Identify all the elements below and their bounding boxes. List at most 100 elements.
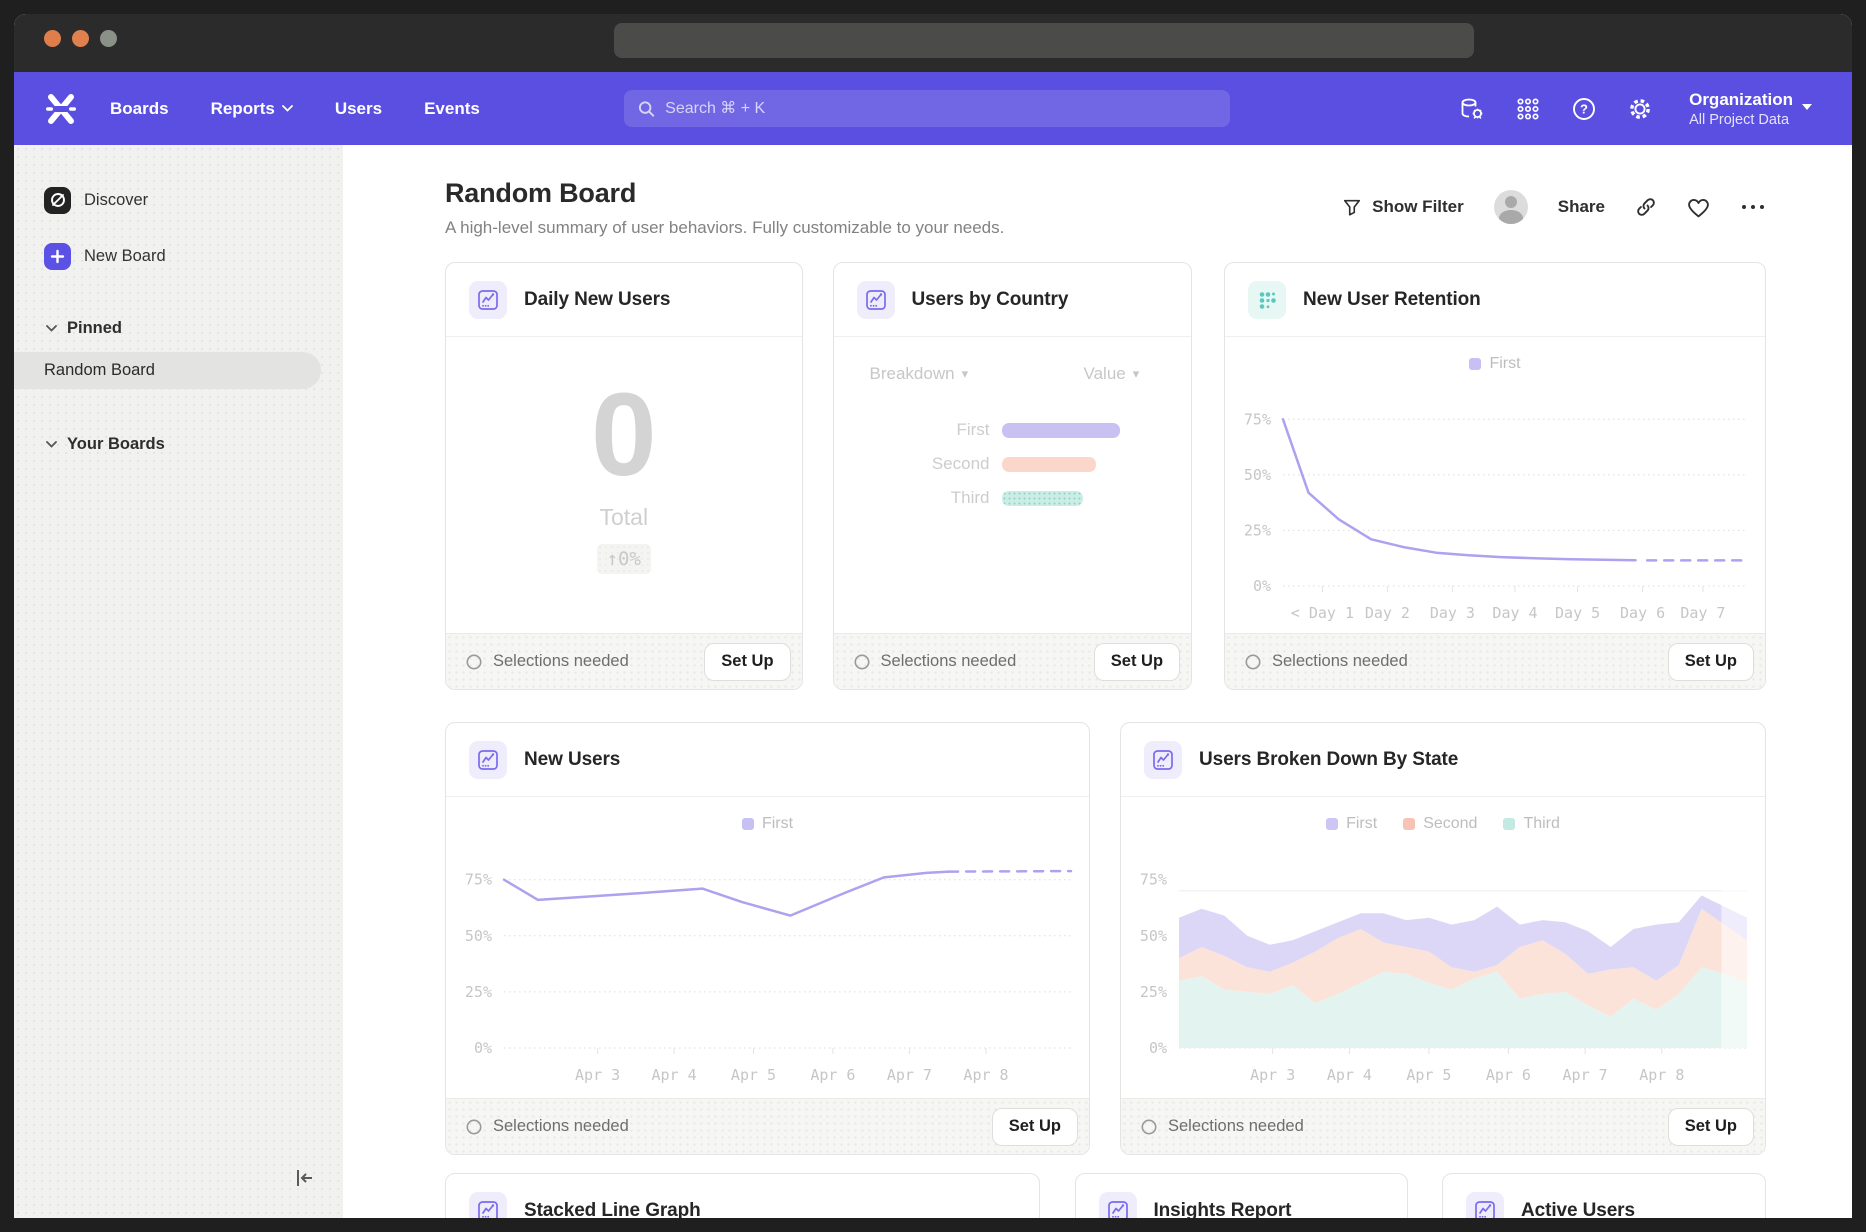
- nav-item-users[interactable]: Users: [335, 99, 382, 119]
- navbar-right: ? Organization All Project Data: [1459, 90, 1812, 128]
- insights-chart-icon: [469, 741, 507, 779]
- share-button[interactable]: Share: [1558, 197, 1605, 217]
- os-titlebar: [14, 14, 1852, 72]
- set-up-button[interactable]: Set Up: [1094, 643, 1180, 681]
- card-title: Stacked Line Graph: [524, 1200, 701, 1218]
- minimize-window-button[interactable]: [72, 30, 89, 47]
- nav-item-events[interactable]: Events: [424, 99, 480, 119]
- value-bar: [1002, 457, 1096, 472]
- data-management-icon[interactable]: [1459, 96, 1485, 122]
- svg-text:Apr 4: Apr 4: [652, 1066, 697, 1084]
- card-stacked-line-graph: Stacked Line Graph: [445, 1173, 1040, 1218]
- sidebar-section-your-boards[interactable]: Your Boards: [14, 435, 343, 454]
- card-users-by-state: Users Broken Down By State First Second: [1120, 722, 1766, 1155]
- avatar[interactable]: [1494, 190, 1528, 224]
- chart-legend: First Second Third: [1121, 812, 1765, 836]
- more-options-button[interactable]: [1740, 203, 1766, 211]
- legend-label: First: [1489, 355, 1520, 373]
- svg-text:?: ?: [1580, 101, 1588, 116]
- svg-text:< Day 1: < Day 1: [1291, 604, 1354, 622]
- breakdown-column-select[interactable]: Breakdown ▾: [870, 364, 969, 384]
- metric-delta-badge: ↑0%: [597, 544, 651, 574]
- svg-text:Day 7: Day 7: [1680, 604, 1725, 622]
- legend-item: Third: [1503, 815, 1559, 833]
- status-circle-icon: [854, 654, 870, 670]
- close-window-button[interactable]: [44, 30, 61, 47]
- legend-item: First: [742, 815, 793, 833]
- card-title: Users Broken Down By State: [1199, 749, 1458, 771]
- svg-text:Apr 7: Apr 7: [887, 1066, 932, 1084]
- chevron-down-icon: [282, 105, 293, 112]
- card-new-users: New Users First 75%50%25%0%Apr 3Apr 4Apr…: [445, 722, 1090, 1155]
- set-up-button[interactable]: Set Up: [992, 1108, 1078, 1146]
- share-label: Share: [1558, 197, 1605, 217]
- traffic-lights: [44, 30, 117, 47]
- new-users-line-chart: 75%50%25%0%Apr 3Apr 4Apr 5Apr 6Apr 7Apr …: [446, 836, 1089, 1093]
- svg-text:Day 2: Day 2: [1365, 604, 1410, 622]
- metric-value: 0: [591, 376, 657, 494]
- svg-text:Apr 7: Apr 7: [1563, 1066, 1608, 1084]
- copy-link-button[interactable]: [1635, 196, 1657, 218]
- svg-text:Day 5: Day 5: [1555, 604, 1600, 622]
- table-row: First: [834, 413, 1192, 447]
- sidebar: Discover New Board Pinned Random Board: [14, 145, 343, 1218]
- card-footer: Selections needed Set Up: [834, 633, 1192, 689]
- set-up-button[interactable]: Set Up: [704, 643, 790, 681]
- value-column-select[interactable]: Value ▾: [1084, 364, 1140, 384]
- state-area-chart: 75%50%25%0%Apr 3Apr 4Apr 5Apr 6Apr 7Apr …: [1121, 836, 1765, 1093]
- svg-text:Apr 6: Apr 6: [810, 1066, 855, 1084]
- sidebar-item-random-board[interactable]: Random Board: [14, 352, 321, 389]
- search-input[interactable]: [665, 100, 1216, 118]
- retention-dots-icon: [1248, 281, 1286, 319]
- sidebar-item-label: New Board: [84, 247, 166, 266]
- status-text: Selections needed: [1272, 652, 1408, 671]
- chart-legend: First: [446, 812, 1089, 836]
- status-text: Selections needed: [1168, 1117, 1304, 1136]
- show-filter-button[interactable]: Show Filter: [1342, 197, 1464, 217]
- value-bar: [1002, 423, 1120, 438]
- sidebar-item-label: Discover: [84, 191, 148, 210]
- row-label: Third: [834, 488, 990, 508]
- card-title: Users by Country: [912, 289, 1069, 311]
- insights-chart-icon: [469, 281, 507, 319]
- table-row: Third: [834, 481, 1192, 515]
- zoom-window-button[interactable]: [100, 30, 117, 47]
- svg-text:0%: 0%: [474, 1039, 492, 1057]
- heart-icon: [1687, 197, 1710, 218]
- browser-address-bar[interactable]: [614, 23, 1474, 58]
- global-search[interactable]: [624, 90, 1230, 127]
- card-daily-new-users: Daily New Users 0 Total ↑0% Selecti: [445, 262, 803, 690]
- status-circle-icon: [1141, 1119, 1157, 1135]
- main-content: Random Board A high-level summary of use…: [343, 145, 1852, 1218]
- filter-icon: [1342, 197, 1362, 217]
- sidebar-item-discover[interactable]: Discover: [14, 183, 343, 217]
- org-switcher[interactable]: Organization All Project Data: [1689, 90, 1812, 128]
- svg-text:Day 4: Day 4: [1492, 604, 1537, 622]
- sidebar-section-pinned[interactable]: Pinned: [14, 319, 343, 338]
- apps-grid-icon[interactable]: [1515, 96, 1541, 122]
- legend-chip: [1469, 358, 1481, 370]
- chart-legend: First: [1225, 352, 1765, 376]
- page-title: Random Board: [445, 178, 1004, 209]
- legend-item: First: [1469, 355, 1520, 373]
- svg-text:25%: 25%: [1244, 521, 1271, 539]
- help-icon[interactable]: ?: [1571, 96, 1597, 122]
- mixpanel-logo-icon[interactable]: [46, 91, 76, 127]
- nav-item-boards[interactable]: Boards: [110, 99, 169, 119]
- favorite-button[interactable]: [1687, 197, 1710, 218]
- collapse-sidebar-button[interactable]: [291, 1165, 317, 1196]
- nav-item-label: Events: [424, 99, 480, 119]
- insights-chart-icon: [1099, 1192, 1137, 1218]
- card-active-users: Active Users: [1442, 1173, 1766, 1218]
- legend-item: First: [1326, 815, 1377, 833]
- sidebar-item-new-board[interactable]: New Board: [14, 239, 343, 273]
- set-up-button[interactable]: Set Up: [1668, 1108, 1754, 1146]
- set-up-button[interactable]: Set Up: [1668, 643, 1754, 681]
- legend-item: Second: [1403, 815, 1477, 833]
- legend-chip: [1503, 818, 1515, 830]
- nav-item-reports[interactable]: Reports: [211, 99, 293, 119]
- settings-gear-icon[interactable]: [1627, 96, 1653, 122]
- insights-chart-icon: [1466, 1192, 1504, 1218]
- svg-text:Apr 8: Apr 8: [963, 1066, 1008, 1084]
- search-icon: [638, 100, 655, 118]
